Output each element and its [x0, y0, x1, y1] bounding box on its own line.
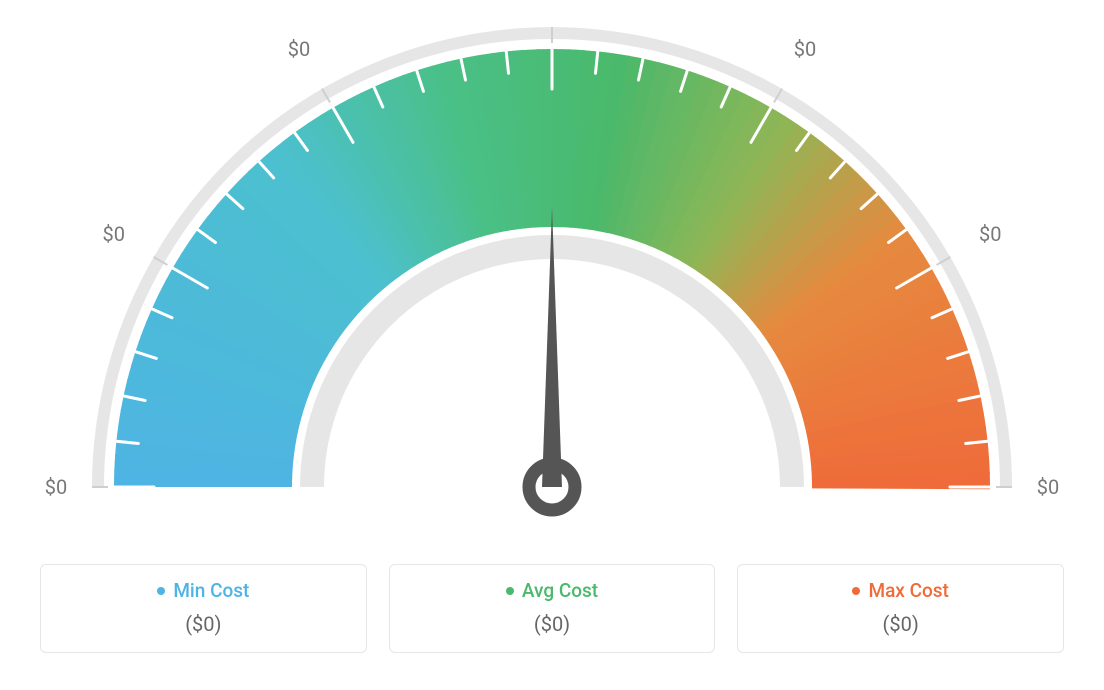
gauge-tick-label: $0	[103, 222, 125, 246]
gauge-tick-label: $0	[794, 37, 816, 61]
gauge-tick-label: $0	[979, 222, 1001, 246]
legend-row: Min Cost ($0) Avg Cost ($0) Max Cost ($0…	[40, 564, 1064, 653]
gauge-tick-label: $0	[288, 37, 310, 61]
legend-card-max: Max Cost ($0)	[737, 564, 1064, 653]
gauge-svg	[0, 0, 1104, 540]
legend-title-max: Max Cost	[852, 579, 948, 602]
legend-label-avg: Avg Cost	[522, 579, 598, 602]
legend-value-max: ($0)	[748, 612, 1053, 636]
legend-dot-avg	[506, 587, 514, 595]
legend-dot-max	[852, 587, 860, 595]
legend-value-min: ($0)	[51, 612, 356, 636]
legend-title-avg: Avg Cost	[506, 579, 598, 602]
legend-dot-min	[157, 587, 165, 595]
gauge-tick-label: $0	[45, 475, 67, 499]
legend-label-max: Max Cost	[868, 579, 948, 602]
legend-label-min: Min Cost	[173, 579, 249, 602]
cost-gauge-chart: $0$0$0$0$0$0$0	[0, 0, 1104, 540]
gauge-tick-label: $0	[1037, 475, 1059, 499]
legend-value-avg: ($0)	[400, 612, 705, 636]
legend-title-min: Min Cost	[157, 579, 249, 602]
legend-card-avg: Avg Cost ($0)	[389, 564, 716, 653]
legend-card-min: Min Cost ($0)	[40, 564, 367, 653]
